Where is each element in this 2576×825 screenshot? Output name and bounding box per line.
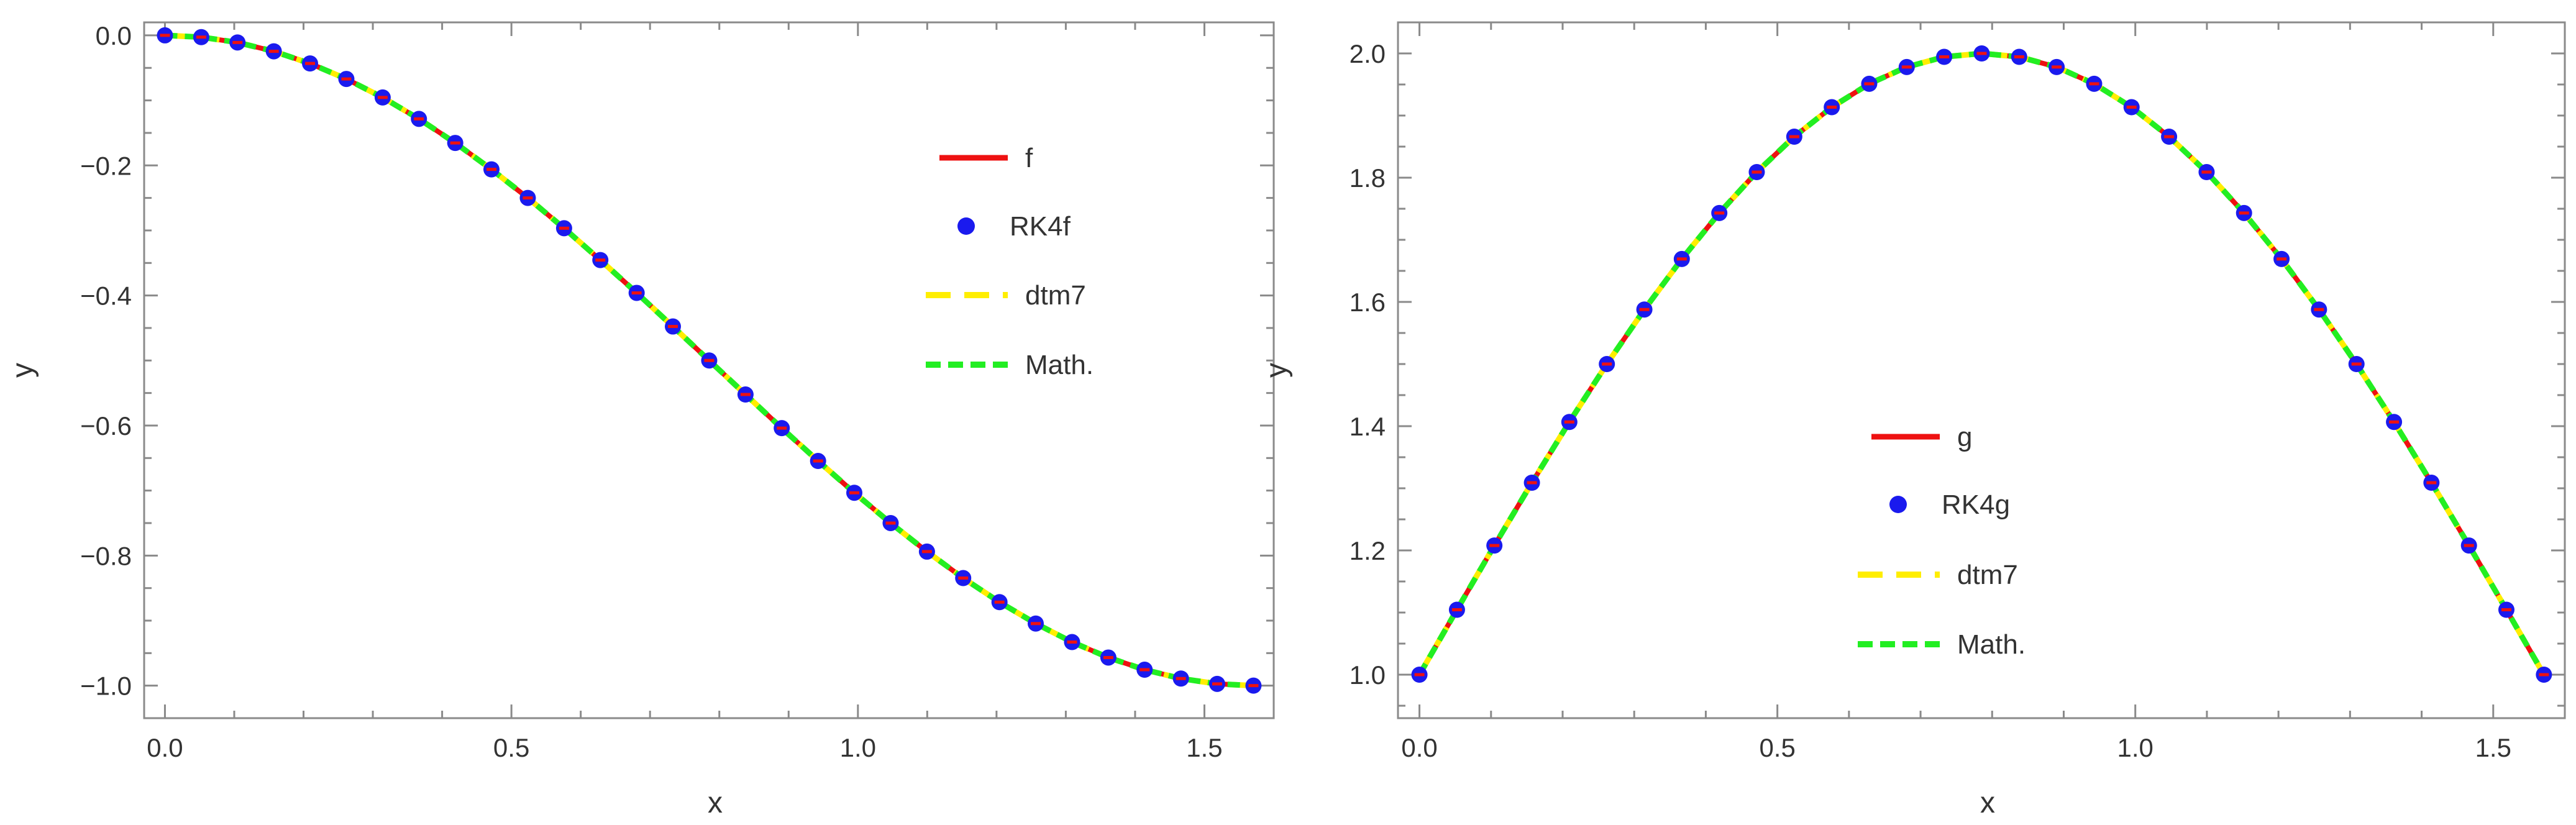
x-tick-label: 0.0 [147,733,183,762]
x-tick-label: 1.5 [1186,733,1222,762]
legend-label: dtm7 [1957,560,2018,590]
legend-item: Math. [926,350,1094,380]
legend-item: g [1871,422,1972,452]
plot-frame [1397,21,2566,719]
x-tick-label: 0.5 [1759,733,1795,762]
legend-label: Math. [1957,629,2026,660]
x-tick-label: 1.5 [2475,733,2511,762]
y-tick-label: 0.0 [96,21,132,50]
legend-label: g [1957,422,1972,452]
x-tick-label: 0.0 [1401,733,1437,762]
x-tick-label: 0.5 [493,733,529,762]
legend-item: dtm7 [1858,560,2018,590]
legend-item: f [939,143,1033,173]
y-tick-label: −0.6 [80,411,132,440]
y-tick-label: 1.2 [1350,536,1386,565]
legend: g RK4g dtm7 Math. [1858,422,2026,660]
legend-label: dtm7 [1025,280,1086,311]
y-tick-label: −1.0 [80,672,132,701]
y-tick-label: −0.8 [80,541,132,570]
plot-frame [143,21,1275,719]
y-tick-label: −0.4 [80,281,132,311]
y-tick-label: 1.6 [1350,288,1386,317]
legend-item: RK4f [957,211,1071,242]
legend-swatch-RK4f [957,217,975,235]
y-tick-label: 1.0 [1350,660,1386,690]
legend-label: Math. [1025,350,1094,380]
legend: f RK4f dtm7 Math. [926,143,1094,380]
y-tick-label: 2.0 [1350,39,1386,68]
chart-left: 0.0 0.5 1.0 1.5 0.0 −0.2 −0.4 −0.6 −0.8 −1.0 x y f RK… [6,21,1275,819]
y-tick-label: 1.4 [1350,412,1386,441]
x-axis-label: x [708,786,723,819]
y-tick-label: −0.2 [80,151,132,180]
legend-item: Math. [1858,629,2026,660]
x-tick-label: 1.0 [840,733,876,762]
legend-item: RK4g [1889,490,2010,520]
legend-label: RK4g [1942,490,2010,520]
x-tick-label: 1.0 [2117,733,2154,762]
chart-right: 0.0 0.5 1.0 1.5 1.0 1.2 1.4 1.6 1.8 2.0 x y g RK4g dtm… [1260,21,2566,819]
legend-swatch-RK4g [1889,496,1907,513]
legend-item: dtm7 [926,280,1086,311]
y-axis-label: y [6,363,39,378]
legend-label: RK4f [1010,211,1071,242]
x-axis-label: x [1980,786,1995,819]
y-axis-label: y [1260,363,1293,378]
y-tick-label: 1.8 [1350,163,1386,193]
legend-label: f [1025,143,1033,173]
